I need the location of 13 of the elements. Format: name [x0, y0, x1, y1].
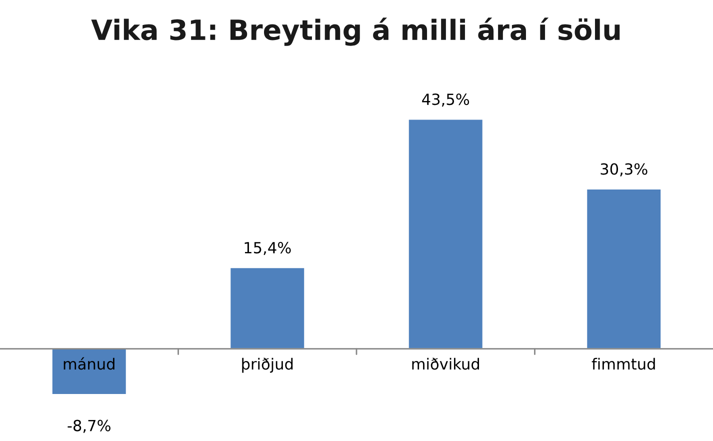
bar [586, 188, 662, 350]
data-label: -8,7% [68, 420, 110, 433]
data-label: 15,4% [244, 242, 291, 256]
bar [408, 118, 484, 350]
data-label: 43,5% [422, 94, 470, 107]
x-tick-label: mánud [64, 357, 114, 370]
bar [229, 266, 306, 350]
x-tick-label: þriðjud [242, 358, 293, 373]
x-tick-label: fimmtud [592, 358, 655, 370]
chart-title: Vika 31: Breyting á milli ára í sölu [91, 18, 620, 46]
x-tick-label: miðvikud [412, 358, 479, 370]
data-label: 30,3% [600, 163, 648, 176]
bar [51, 348, 128, 396]
